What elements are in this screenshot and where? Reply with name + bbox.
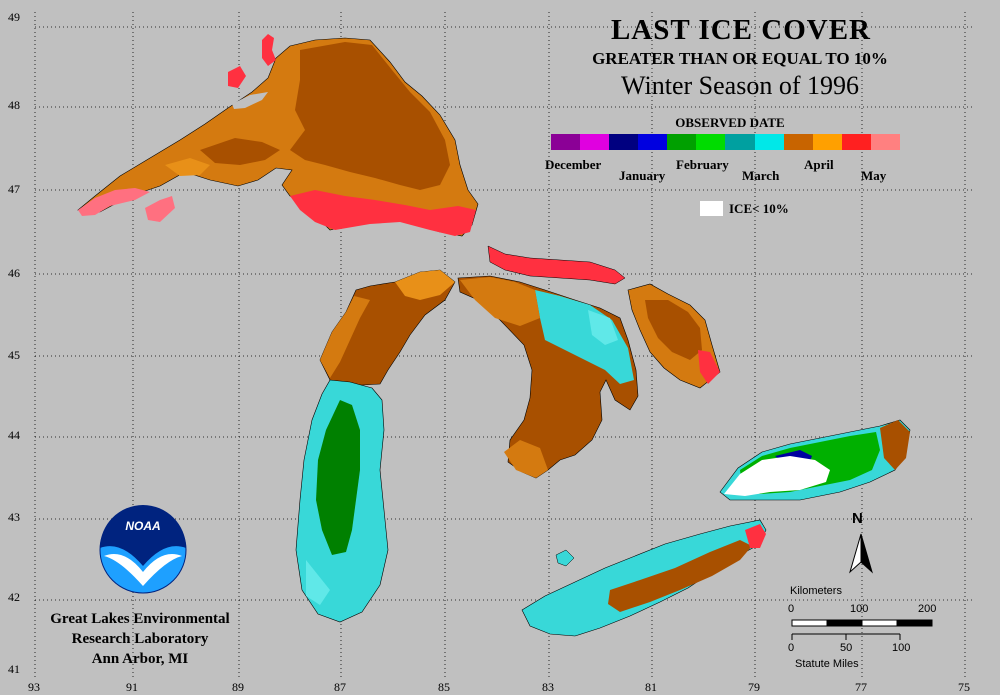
scale-mi-tick: 50 (840, 642, 853, 654)
lon-label: 75 (958, 680, 970, 694)
lon-label: 81 (645, 680, 657, 694)
org-line-3: Ann Arbor, MI (91, 651, 189, 667)
organization-credit: Great Lakes Environmental Research Labor… (20, 609, 260, 669)
legend-month-label: February (676, 157, 729, 172)
lon-label: 89 (232, 680, 244, 694)
legend-title: OBSERVED DATE (675, 115, 785, 130)
legend-month-label: May (861, 168, 887, 183)
legend-color-swatch (812, 134, 842, 150)
legend-color-swatch (638, 134, 668, 150)
scale-mi-tick: 0 (788, 642, 795, 654)
lake-superior (77, 34, 479, 237)
scale-km-tick: 200 (918, 603, 937, 615)
scale-km-tick: 100 (850, 603, 869, 615)
north-label: N (852, 510, 863, 527)
georgian-bay (627, 283, 721, 389)
map-title: LAST ICE COVER (610, 14, 872, 46)
lake-michigan (295, 269, 456, 623)
scale-mi-tick: 100 (892, 642, 911, 654)
legend-color-swatch (754, 134, 784, 150)
legend-color-swatch (725, 134, 755, 150)
legend-color-swatch (783, 134, 813, 150)
lake-ontario (719, 419, 911, 501)
org-line-2: Research Laboratory (71, 631, 209, 647)
season-title: Winter Season of 1996 (621, 71, 859, 100)
scale-mi-title: Statute Miles (795, 658, 859, 670)
lon-label: 91 (126, 680, 138, 694)
lon-label: 79 (748, 680, 760, 694)
legend-color-swatch (841, 134, 871, 150)
lat-label: 47 (8, 182, 20, 196)
lon-label: 85 (438, 680, 450, 694)
lat-label: 43 (8, 510, 20, 524)
legend-color-swatch (551, 134, 581, 150)
org-line-1: Great Lakes Environmental (50, 611, 230, 627)
lat-label: 46 (8, 266, 20, 280)
lat-label: 41 (8, 662, 20, 676)
legend-month-label: December (545, 157, 602, 172)
lake-huron (457, 275, 639, 479)
lat-label: 45 (8, 348, 20, 362)
graticule (34, 12, 975, 680)
lon-label: 87 (334, 680, 346, 694)
north-channel (487, 245, 626, 285)
legend-color-swatch (696, 134, 726, 150)
scale-km-title: Kilometers (790, 585, 842, 597)
ice-lt-10-label: ICE< 10% (729, 201, 789, 216)
lon-label: 77 (855, 680, 867, 694)
lat-label: 49 (8, 10, 20, 24)
noaa-logo (99, 505, 187, 594)
legend-color-swatch (609, 134, 639, 150)
legend-color-swatch (870, 134, 900, 150)
scale-bar (791, 619, 933, 640)
legend-month-label: March (742, 168, 780, 183)
map-subtitle: GREATER THAN OR EQUAL TO 10% (592, 49, 888, 68)
legend-color-swatch (667, 134, 697, 150)
legend-month-label: January (619, 168, 666, 183)
lat-label: 48 (8, 98, 20, 112)
scale-km-tick: 0 (788, 603, 795, 615)
legend-color-swatch (580, 134, 610, 150)
noaa-logo-text: NOAA (125, 519, 161, 533)
legend-month-label: April (804, 157, 834, 172)
lat-label: 44 (8, 428, 20, 442)
ice-lt-10-swatch (700, 201, 723, 216)
lat-label: 42 (8, 590, 20, 604)
lake-erie (521, 519, 767, 637)
legend-color-bar (551, 134, 900, 150)
north-arrow-icon (849, 533, 873, 574)
lon-label: 83 (542, 680, 554, 694)
lon-label: 93 (28, 680, 40, 694)
